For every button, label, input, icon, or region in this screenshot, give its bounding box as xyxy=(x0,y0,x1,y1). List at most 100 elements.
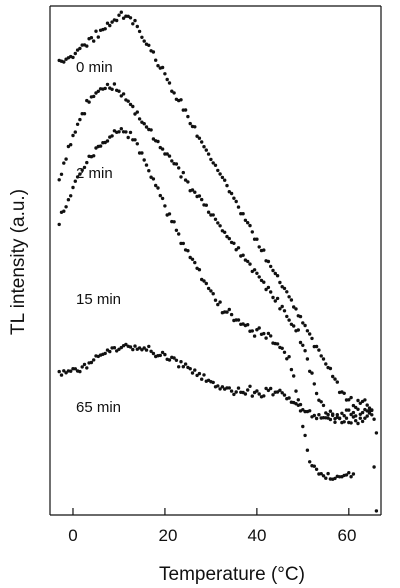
data-point xyxy=(200,378,203,381)
data-point xyxy=(315,468,318,471)
data-point xyxy=(186,249,189,252)
data-point xyxy=(366,414,369,417)
data-point xyxy=(246,221,249,224)
data-point xyxy=(212,381,215,384)
data-point xyxy=(267,260,270,263)
data-point xyxy=(131,105,134,108)
data-point xyxy=(71,56,74,59)
data-point xyxy=(331,375,334,378)
data-point xyxy=(138,30,141,33)
data-point xyxy=(154,59,157,62)
data-point xyxy=(228,386,231,389)
data-point xyxy=(218,224,221,227)
data-point xyxy=(317,348,320,351)
data-point xyxy=(71,134,74,137)
data-point xyxy=(343,420,346,423)
data-point xyxy=(177,166,180,169)
data-point xyxy=(310,337,313,340)
data-point xyxy=(179,175,182,178)
data-point xyxy=(281,305,284,308)
data-point xyxy=(205,282,208,285)
data-point xyxy=(108,350,111,353)
data-point xyxy=(375,431,378,434)
data-point xyxy=(62,161,65,164)
data-point xyxy=(182,171,185,174)
data-point xyxy=(223,179,226,182)
data-point xyxy=(326,472,329,475)
series-label-15-min: 15 min xyxy=(76,291,121,308)
data-point xyxy=(170,159,173,162)
data-point xyxy=(191,258,194,261)
axes xyxy=(50,6,381,515)
data-point xyxy=(333,377,336,380)
data-point xyxy=(299,341,302,344)
data-point xyxy=(177,365,180,368)
data-point xyxy=(145,163,148,166)
data-point xyxy=(168,358,171,361)
data-point xyxy=(278,281,281,284)
data-point xyxy=(356,408,359,411)
data-point xyxy=(163,353,166,356)
data-point xyxy=(120,11,123,14)
data-point xyxy=(333,421,336,424)
data-point xyxy=(214,164,217,167)
data-point xyxy=(104,352,107,355)
data-point xyxy=(297,398,300,401)
data-point xyxy=(303,434,306,437)
data-point xyxy=(138,117,141,120)
data-point xyxy=(262,332,265,335)
data-point xyxy=(306,357,309,360)
x-tick-label-20: 20 xyxy=(159,526,178,545)
data-point xyxy=(143,122,146,125)
data-point xyxy=(161,197,164,200)
data-point xyxy=(67,198,70,201)
data-point xyxy=(258,275,261,278)
data-point xyxy=(212,213,215,216)
data-point xyxy=(308,409,311,412)
data-point xyxy=(283,351,286,354)
data-point xyxy=(370,408,373,411)
data-point xyxy=(179,360,182,363)
data-point xyxy=(198,372,201,375)
data-point xyxy=(71,186,74,189)
data-point xyxy=(113,82,116,85)
data-point xyxy=(283,287,286,290)
data-point xyxy=(241,254,244,257)
data-point xyxy=(271,296,274,299)
data-point xyxy=(269,265,272,268)
data-point xyxy=(85,161,88,164)
data-point xyxy=(189,122,192,125)
data-point xyxy=(349,475,352,478)
data-point xyxy=(329,410,332,413)
data-point xyxy=(69,143,72,146)
data-point xyxy=(85,366,88,369)
data-point xyxy=(308,460,311,463)
data-point xyxy=(347,471,350,474)
data-point xyxy=(90,361,93,364)
data-point xyxy=(163,72,166,75)
data-point xyxy=(343,414,346,417)
data-point xyxy=(58,370,61,373)
data-point xyxy=(223,231,226,234)
data-point xyxy=(361,411,364,414)
data-point xyxy=(331,414,334,417)
data-point xyxy=(271,393,274,396)
data-point xyxy=(370,413,373,416)
data-point xyxy=(172,91,175,94)
data-point xyxy=(85,44,88,47)
data-point xyxy=(149,128,152,131)
data-point xyxy=(64,157,67,160)
data-point xyxy=(133,138,136,141)
data-point xyxy=(218,300,221,303)
data-point xyxy=(145,125,148,128)
data-point xyxy=(177,232,180,235)
data-point xyxy=(294,307,297,310)
data-point xyxy=(359,417,362,420)
data-point xyxy=(237,205,240,208)
data-point xyxy=(214,299,217,302)
data-point xyxy=(172,220,175,223)
data-point xyxy=(207,211,210,214)
x-axis-title: Temperature (°C) xyxy=(159,564,305,585)
data-point xyxy=(136,25,139,28)
